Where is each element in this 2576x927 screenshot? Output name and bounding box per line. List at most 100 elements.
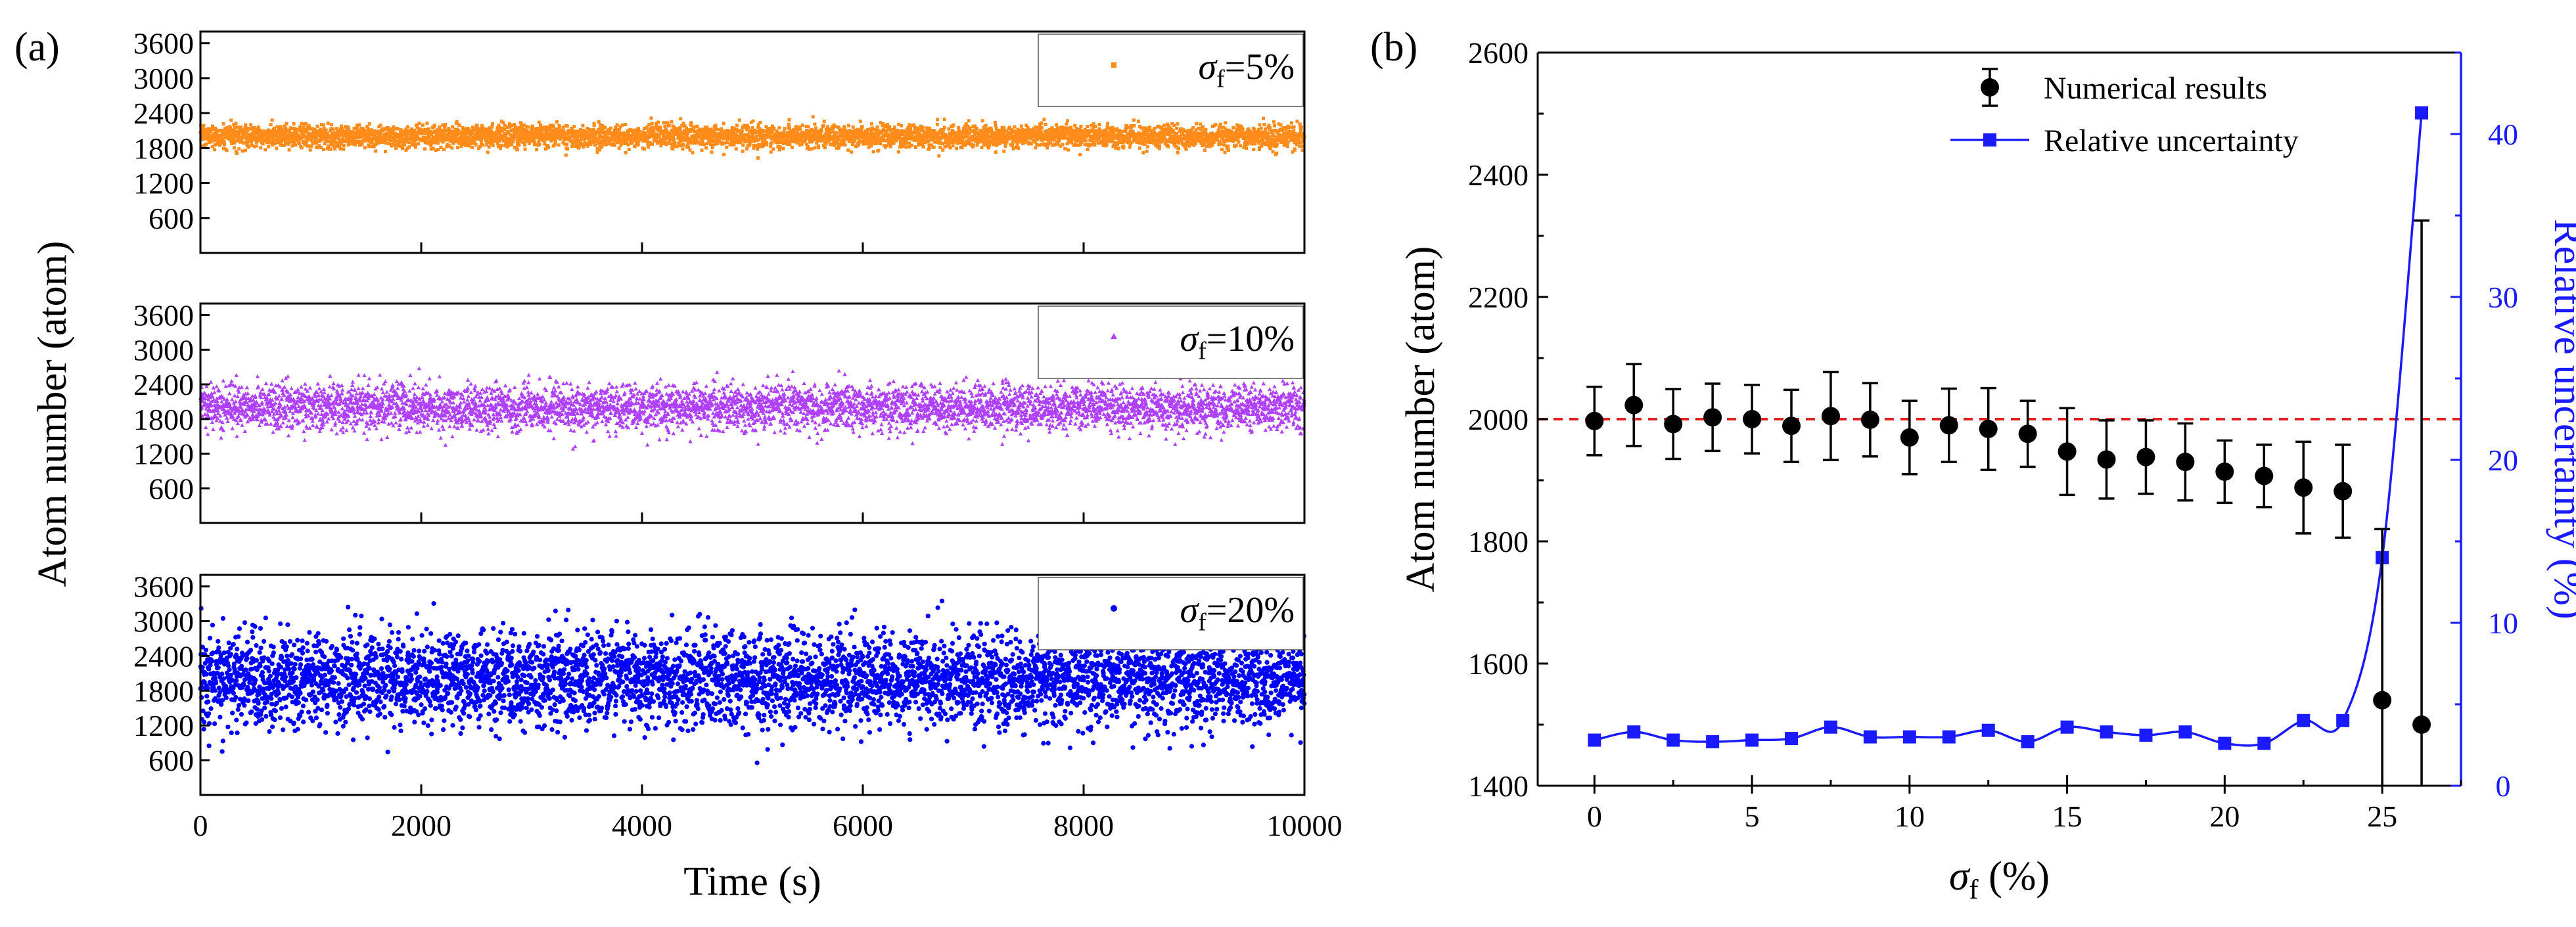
data-point xyxy=(404,133,408,137)
data-point xyxy=(883,125,887,129)
data-point xyxy=(1195,122,1199,125)
data-point xyxy=(357,123,361,127)
data-point xyxy=(1042,118,1046,122)
data-point xyxy=(902,129,906,133)
data-point xyxy=(643,131,647,135)
data-point xyxy=(581,131,585,135)
data-point xyxy=(592,124,596,127)
data-point xyxy=(618,128,622,132)
data-point xyxy=(786,133,790,137)
data-point xyxy=(776,133,780,137)
data-point xyxy=(635,137,639,141)
data-point xyxy=(1279,123,1283,127)
data-point xyxy=(335,144,339,148)
data-point xyxy=(280,140,284,144)
data-point xyxy=(720,142,724,146)
data-point xyxy=(881,122,885,126)
data-point xyxy=(956,132,960,136)
data-point xyxy=(870,129,874,133)
data-point xyxy=(327,140,331,144)
data-point xyxy=(680,131,684,135)
data-point xyxy=(975,126,978,130)
data-point xyxy=(551,125,555,129)
data-point xyxy=(556,132,560,136)
data-point xyxy=(756,147,760,151)
data-point xyxy=(759,143,763,147)
data-point xyxy=(1079,124,1083,128)
data-point xyxy=(501,133,505,137)
data-point xyxy=(365,124,369,128)
data-point xyxy=(453,133,457,137)
data-point xyxy=(993,120,997,124)
data-point xyxy=(495,133,499,137)
data-point xyxy=(932,140,936,144)
data-point xyxy=(564,153,568,157)
data-point xyxy=(426,130,430,134)
data-point xyxy=(377,129,380,133)
data-point xyxy=(908,141,911,145)
data-point xyxy=(367,122,371,126)
data-point xyxy=(351,136,355,140)
data-point xyxy=(577,131,581,135)
data-point xyxy=(509,137,513,141)
data-point xyxy=(1210,143,1214,147)
data-point xyxy=(712,129,716,133)
data-point xyxy=(286,142,290,146)
data-point xyxy=(399,128,403,132)
data-point xyxy=(808,140,812,144)
data-point xyxy=(522,133,526,137)
data-point xyxy=(517,125,521,129)
data-point xyxy=(521,141,525,145)
data-point xyxy=(242,141,246,145)
data-point xyxy=(681,138,685,142)
data-point xyxy=(321,123,325,127)
data-point xyxy=(409,127,413,131)
data-point xyxy=(299,137,303,141)
data-point xyxy=(1011,143,1015,147)
data-point xyxy=(415,132,419,136)
data-point xyxy=(632,133,635,137)
data-point xyxy=(648,131,652,135)
data-point xyxy=(839,139,843,143)
data-point xyxy=(708,139,712,143)
data-point xyxy=(817,146,821,150)
data-point xyxy=(323,136,327,140)
data-point xyxy=(763,137,767,141)
data-point xyxy=(745,126,748,130)
data-point xyxy=(1268,126,1272,130)
data-point xyxy=(373,129,377,133)
data-point xyxy=(469,133,473,137)
data-point xyxy=(937,154,941,158)
data-point xyxy=(471,130,474,134)
data-point xyxy=(630,137,634,141)
data-point xyxy=(455,120,459,124)
data-point xyxy=(687,145,691,149)
data-point xyxy=(392,127,396,131)
data-point xyxy=(747,125,750,129)
data-point xyxy=(662,135,666,139)
data-point xyxy=(835,131,839,135)
data-point xyxy=(439,145,443,149)
data-point xyxy=(654,126,658,130)
data-point xyxy=(798,143,802,147)
data-point xyxy=(1292,125,1296,129)
data-point xyxy=(1066,119,1070,123)
data-point xyxy=(819,129,823,133)
data-point xyxy=(1231,125,1235,129)
data-point xyxy=(771,147,775,151)
data-point xyxy=(457,123,461,127)
data-point xyxy=(339,140,343,144)
data-point xyxy=(411,131,415,135)
data-point xyxy=(700,140,704,144)
data-point xyxy=(947,127,951,131)
data-point xyxy=(906,126,910,130)
data-point xyxy=(245,131,249,135)
data-point xyxy=(655,132,658,136)
data-point xyxy=(529,128,533,132)
data-point xyxy=(662,121,666,125)
data-point xyxy=(886,122,890,126)
data-point xyxy=(869,138,873,142)
data-point xyxy=(438,128,442,132)
data-point xyxy=(850,136,854,140)
data-point xyxy=(958,137,962,141)
